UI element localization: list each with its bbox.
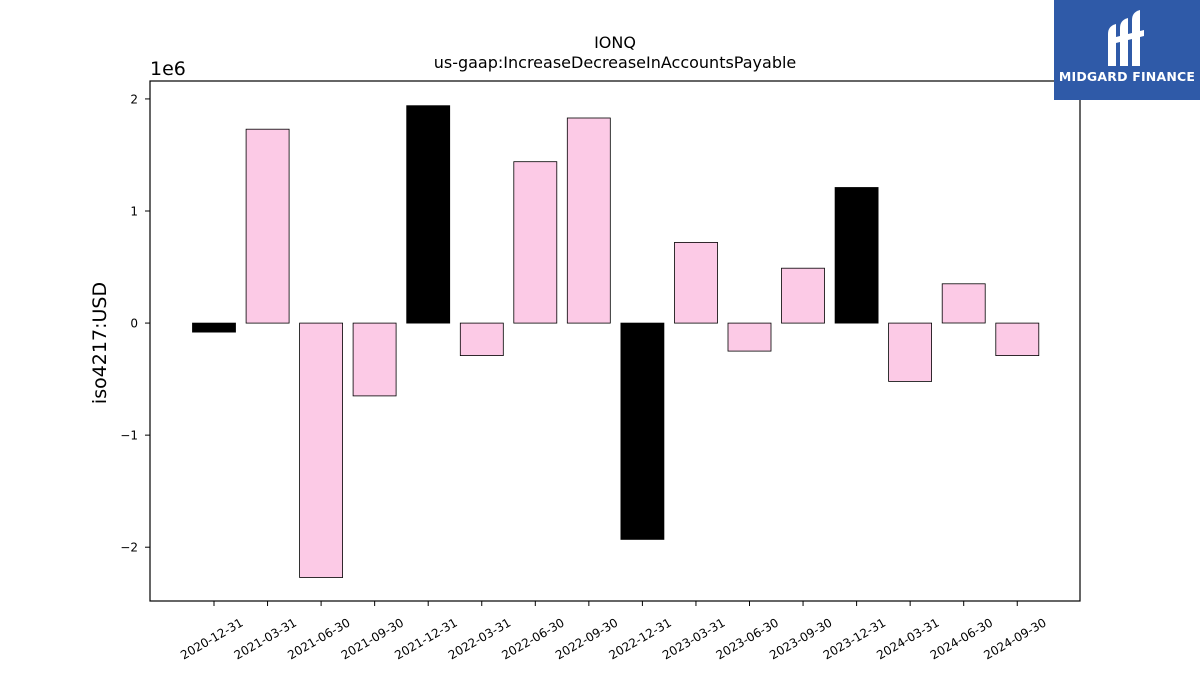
bar-2020-12-31 — [192, 322, 236, 333]
y-tick-label: −1 — [120, 429, 138, 443]
chart-title: IONQ — [594, 33, 636, 52]
logo-mark-icon — [1108, 10, 1144, 66]
bar-2021-12-31 — [406, 105, 451, 324]
bar-2022-09-30 — [566, 117, 611, 324]
logo-text: MIDGARD FINANCE — [1058, 69, 1196, 84]
bar-2024-06-30 — [941, 283, 986, 324]
bar-2022-03-31 — [459, 322, 504, 357]
bar-2021-09-30 — [352, 322, 397, 397]
bar-2024-09-30 — [995, 322, 1040, 357]
y-tick-label: 2 — [130, 92, 138, 106]
bar-2022-06-30 — [513, 161, 558, 324]
midgard-finance-logo: MIDGARD FINANCE — [1054, 0, 1200, 100]
bar-2023-03-31 — [674, 241, 718, 324]
bar-2021-06-30 — [299, 322, 344, 578]
y-axis-label: iso4217:USD — [89, 282, 111, 404]
y-tick-label: −2 — [120, 541, 138, 555]
y-scale-label: 1e6 — [150, 58, 186, 80]
y-tick-label: 1 — [130, 205, 138, 219]
plot-frame — [149, 80, 1081, 602]
y-tick-label: 0 — [130, 317, 138, 331]
bar-2023-06-30 — [727, 322, 772, 352]
bar-2022-12-31 — [620, 322, 665, 540]
bar-2023-09-30 — [781, 267, 825, 324]
bar-2024-03-31 — [888, 322, 932, 382]
chart-subtitle: us-gaap:IncreaseDecreaseInAccountsPayabl… — [434, 53, 797, 72]
bar-2023-12-31 — [834, 187, 879, 324]
bar-2021-03-31 — [245, 128, 290, 324]
